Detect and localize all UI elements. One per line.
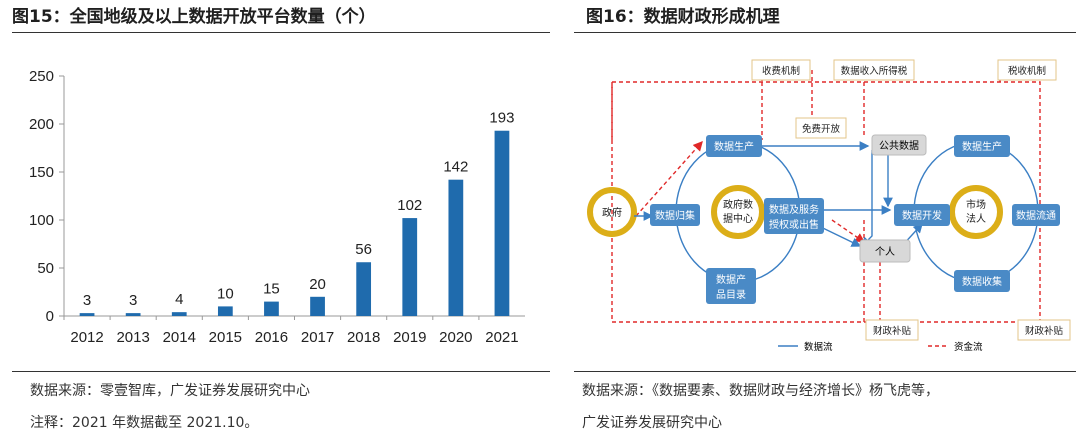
data-label: 10 (217, 285, 234, 302)
bar-chart: 0 50 100 150 200 250 3 2012 3 2013 4 2014 10 2015 15 20… (29, 68, 525, 346)
node-gov-center-2: 据中心 (723, 212, 753, 225)
node-public-data: 公共数据 (879, 139, 919, 152)
data-label: 3 (83, 292, 91, 309)
y-tick-label: 250 (29, 68, 54, 85)
diagram-source-2: 广发证券发展研究中心 (582, 415, 722, 431)
legend: 数据流 资金流 (778, 341, 983, 353)
data-label: 15 (263, 281, 280, 298)
x-tick-label: 2017 (301, 329, 334, 346)
chart-note: 注释：2021 年数据截至 2021.10。 (30, 415, 259, 431)
label-fee: 收费机制 (762, 65, 800, 77)
y-tick-label: 200 (29, 116, 54, 133)
node-market-2: 法人 (966, 212, 986, 225)
blue-nodes (650, 135, 1060, 304)
bar (171, 312, 187, 316)
bar (79, 313, 95, 316)
node-gov-center-1: 政府数 (723, 198, 753, 211)
y-tick-label: 150 (29, 164, 54, 181)
node-catalog-2: 品目录 (716, 289, 746, 301)
node-gov: 政府 (602, 206, 622, 219)
data-label: 142 (443, 159, 468, 176)
data-label: 4 (175, 291, 183, 308)
y-tick-label: 50 (37, 260, 54, 277)
label-subsidy-right: 财政补贴 (1025, 325, 1064, 337)
bar (356, 262, 372, 316)
legend-capital-flow: 资金流 (954, 341, 983, 353)
label-tax-income: 数据收入所得税 (841, 65, 908, 77)
data-label: 102 (397, 197, 422, 214)
node-gather: 数据收集 (962, 275, 1002, 288)
bar (125, 313, 141, 316)
node-person: 个人 (875, 246, 895, 258)
data-label: 20 (309, 276, 326, 293)
bar (402, 218, 418, 316)
bar (448, 179, 464, 316)
label-free-open: 免费开放 (802, 123, 841, 135)
node-circulate: 数据流通 (1016, 209, 1056, 222)
diagram-source: 数据来源：《数据要素、数据财政与经济增长》杨飞虎等， (582, 383, 939, 399)
rings (587, 185, 1003, 239)
x-tick-label: 2019 (393, 329, 426, 346)
x-tick-label: 2012 (70, 329, 103, 346)
x-tick-label: 2013 (116, 329, 149, 346)
label-tax-levy: 税收机制 (1008, 65, 1046, 77)
node-service-2: 授权或出售 (769, 218, 819, 231)
label-subsidy-left: 财政补贴 (873, 325, 912, 337)
x-tick-label: 2014 (163, 329, 196, 346)
data-label: 3 (129, 292, 137, 309)
bar (310, 296, 325, 316)
source-divider (574, 371, 1076, 372)
bar (264, 301, 279, 316)
left-panel: 图15：全国地级及以上数据开放平台数量（个） 0 50 100 150 200 250 3 2… (12, 7, 550, 431)
title-divider (12, 32, 550, 33)
node-market-1: 市场 (966, 198, 986, 211)
y-tick-label: 0 (46, 308, 54, 325)
node-produce-right: 数据生产 (962, 140, 1002, 153)
legend-data-flow: 数据流 (804, 341, 833, 353)
data-label: 193 (489, 110, 514, 127)
label-boxes (751, 59, 1071, 341)
chart-title: 图15：全国地级及以上数据开放平台数量（个） (12, 7, 376, 27)
x-tick-label: 2016 (255, 329, 288, 346)
x-tick-label: 2020 (439, 329, 472, 346)
data-finance-diagram: 收费机制 数据收入所得税 税收机制 免费开放 财政补贴 财政补贴 公共数据 个人… (587, 59, 1071, 353)
bar (217, 306, 233, 316)
node-produce-left: 数据生产 (714, 140, 754, 153)
x-tick-label: 2018 (347, 329, 380, 346)
node-collect: 数据归集 (655, 209, 695, 222)
bar (494, 130, 510, 316)
node-catalog-1: 数据产 (716, 273, 746, 286)
diagram-title: 图16：数据财政形成机理 (586, 7, 780, 27)
source-divider (12, 371, 550, 372)
node-develop: 数据开发 (902, 209, 942, 222)
data-label: 56 (355, 241, 372, 258)
node-service-1: 数据及服务 (769, 203, 819, 216)
chart-source: 数据来源：零壹智库，广发证券发展研究中心 (30, 383, 310, 399)
title-divider (574, 32, 1076, 33)
x-tick-label: 2021 (485, 329, 518, 346)
right-panel: 图16：数据财政形成机理 (572, 0, 1080, 439)
data-flow-cycles (675, 141, 1039, 283)
y-tick-label: 100 (29, 212, 54, 229)
x-tick-label: 2015 (209, 329, 242, 346)
